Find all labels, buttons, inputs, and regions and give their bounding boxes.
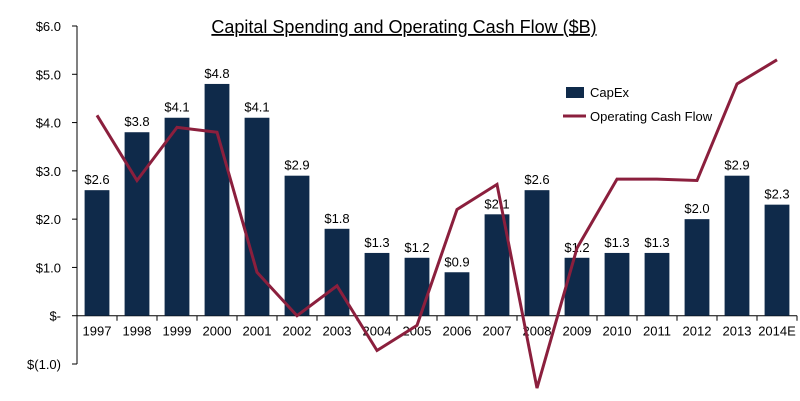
y-axis: $(1.0) $- $1.0 $2.0 $3.0 $4.0 $5.0 $6.0 xyxy=(27,19,78,372)
y-tick-label: $2.0 xyxy=(36,212,61,227)
capex-data-label: $1.8 xyxy=(324,211,349,226)
capex-data-label: $4.1 xyxy=(244,100,269,115)
legend-capex-swatch xyxy=(566,87,584,98)
x-tick-label: 2013 xyxy=(723,324,752,339)
capex-data-label: $3.8 xyxy=(124,114,149,129)
capex-bar xyxy=(684,219,710,316)
legend-ocf-label: Operating Cash Flow xyxy=(590,109,713,124)
chart-title: Capital Spending and Operating Cash Flow… xyxy=(211,17,596,37)
capex-bar xyxy=(204,83,230,316)
y-tick-label: $4.0 xyxy=(36,116,61,131)
x-tick-label: 1999 xyxy=(163,324,192,339)
y-tick-label: $(1.0) xyxy=(27,357,61,372)
capex-bar xyxy=(364,252,390,316)
x-tick-label: 2014E xyxy=(758,324,796,339)
capex-data-label: $2.6 xyxy=(524,172,549,187)
legend: CapEx Operating Cash Flow xyxy=(563,85,713,124)
capex-data-label: $2.1 xyxy=(484,196,509,211)
capex-data-label: $2.6 xyxy=(84,172,109,187)
capex-bar xyxy=(284,175,310,316)
legend-capex-label: CapEx xyxy=(590,85,630,100)
capex-bar xyxy=(724,175,750,316)
capex-data-labels: $2.6 $3.8 $4.1 $4.8 $4.1 $2.9 $1.8 $1.3 $1.2 $0.9… xyxy=(84,66,789,269)
capex-bar xyxy=(124,132,150,316)
capex-bar xyxy=(604,252,630,316)
capex-data-label: $1.3 xyxy=(364,235,389,250)
capex-data-label: $0.9 xyxy=(444,254,469,269)
y-tick-label: $6.0 xyxy=(36,19,61,34)
capex-data-label: $1.2 xyxy=(404,240,429,255)
x-tick-label: 2004 xyxy=(363,324,392,339)
x-tick-label: 2006 xyxy=(443,324,472,339)
x-tick-label: 2003 xyxy=(323,324,352,339)
capex-bar xyxy=(564,257,590,316)
capex-bar xyxy=(644,252,670,316)
y-tick-label: $1.0 xyxy=(36,260,61,275)
x-tick-label: 2002 xyxy=(283,324,312,339)
operating-cash-flow-line xyxy=(95,58,778,389)
capex-bar xyxy=(524,190,550,316)
capex-data-label: $1.3 xyxy=(644,235,669,250)
capex-bar xyxy=(444,272,470,316)
x-tick-label: 2000 xyxy=(203,324,232,339)
x-tick-label: 2007 xyxy=(483,324,512,339)
capex-data-label: $2.9 xyxy=(284,158,309,173)
capex-bar xyxy=(764,204,790,316)
capex-bar xyxy=(404,257,430,316)
capex-data-label: $1.3 xyxy=(604,235,629,250)
x-tick-label: 2005 xyxy=(403,324,432,339)
y-tick-label: $5.0 xyxy=(36,67,61,82)
capex-bar xyxy=(324,228,350,316)
x-tick-label: 1997 xyxy=(83,324,112,339)
x-tick-label: 2001 xyxy=(243,324,272,339)
capex-bar xyxy=(164,117,190,316)
capex-data-label: $2.0 xyxy=(684,201,709,216)
x-tick-label: 2011 xyxy=(643,324,671,339)
x-tick-label: 1998 xyxy=(123,324,152,339)
y-tick-label: $- xyxy=(49,309,61,324)
x-axis: 1997 1998 1999 2000 2001 2002 2003 2004 2005 2006… xyxy=(76,315,798,339)
capex-bar xyxy=(244,117,270,316)
x-tick-label: 2009 xyxy=(563,324,592,339)
x-tick-label: 2012 xyxy=(683,324,712,339)
y-tick-label: $3.0 xyxy=(36,164,61,179)
capex-data-label: $4.1 xyxy=(164,100,189,115)
x-tick-label: 2010 xyxy=(603,324,632,339)
capex-data-label: $4.8 xyxy=(204,66,229,81)
capex-bars xyxy=(84,83,790,316)
capex-data-label: $2.9 xyxy=(724,158,749,173)
capex-data-label: $2.3 xyxy=(764,187,789,202)
operating-cash-flow-series xyxy=(95,58,778,389)
capex-bar xyxy=(84,190,110,316)
x-tick-label: 2008 xyxy=(523,324,552,339)
